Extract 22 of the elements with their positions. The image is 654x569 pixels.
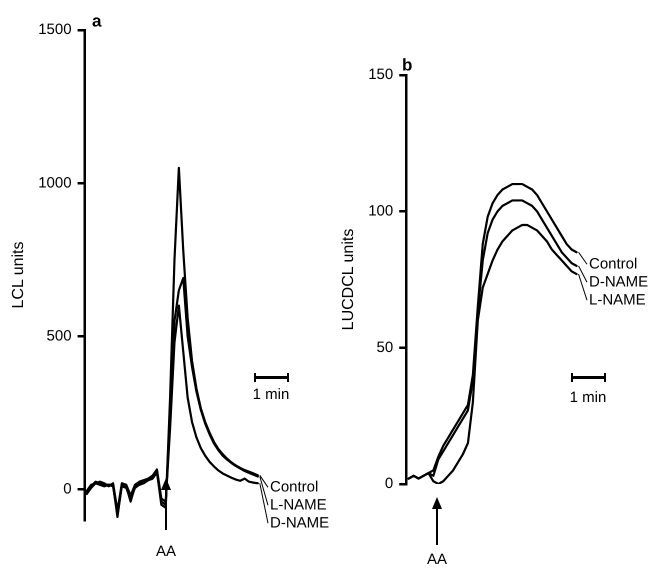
series-label: L-NAME [589, 291, 646, 308]
legend-label: D-NAME [270, 514, 330, 532]
y-tick-label: 1500 [38, 21, 72, 38]
text: AA [426, 551, 448, 568]
y-tick-label: 150 [368, 66, 394, 84]
y-tick-label: 500 [46, 327, 72, 344]
annotation: 1 min [252, 386, 290, 404]
text: b [402, 56, 412, 75]
series-label: Control [270, 478, 318, 496]
legend-label: Control [589, 255, 638, 272]
text: AA [156, 543, 176, 560]
y-axis-title: LUCDCL units [340, 228, 358, 330]
legend-label: D-NAME [589, 273, 648, 290]
y-tick-label: 50 [376, 338, 394, 356]
y-tick-label: 0 [384, 475, 394, 492]
y-tick-label: 0 [63, 480, 72, 498]
y-tick-label: 1000 [38, 174, 72, 192]
annotation: a [92, 12, 102, 31]
y-axis-title: LCL units [10, 242, 28, 308]
legend-label: L-NAME [270, 496, 327, 514]
y-tick-label: 100 [368, 202, 394, 220]
annotation: 1 min [570, 389, 606, 406]
